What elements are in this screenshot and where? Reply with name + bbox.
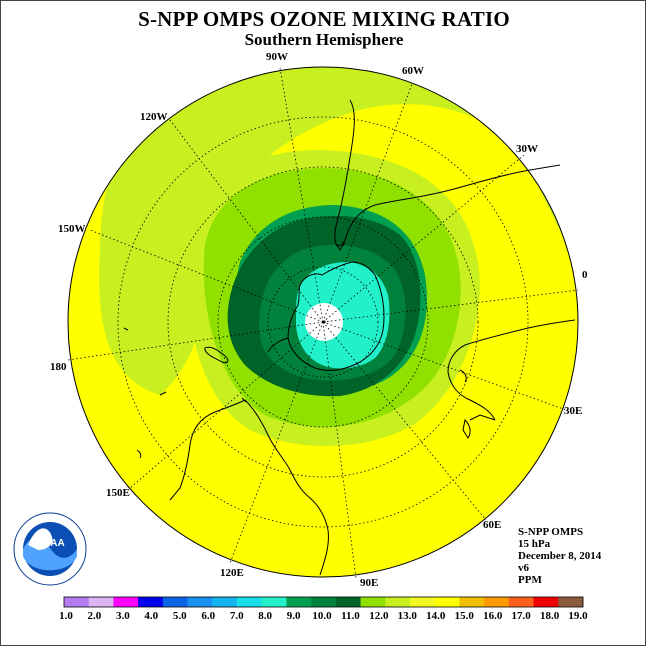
legend-swatch	[459, 597, 485, 607]
lon-label: 120W	[140, 111, 168, 123]
legend-swatch	[508, 597, 534, 607]
color-legend: 1.0 2.0 3.0 4.0 5.0 6.0 7.0 8.0 9.0 10.0 11.0 12.0 1…	[59, 596, 588, 622]
legend-swatch	[558, 597, 584, 607]
lon-label: 60E	[483, 519, 501, 531]
legend-swatch	[88, 597, 114, 607]
band-8	[296, 262, 390, 369]
coastlines	[123, 99, 576, 576]
ozone-field	[68, 67, 578, 577]
legend-swatch	[261, 597, 287, 607]
date-label: December 8, 2014	[518, 550, 602, 562]
legend-tick-label: 7.0	[230, 610, 244, 622]
legend-swatch	[385, 597, 411, 607]
legend-tick-label: 11.0	[341, 610, 360, 622]
noaa-logo: NOAA	[13, 512, 87, 586]
lon-label: 90W	[266, 51, 288, 63]
legend-tick-label: 12.0	[369, 610, 389, 622]
legend-tick-label: 1.0	[59, 610, 73, 622]
map-boundary	[67, 66, 579, 578]
legend-swatch	[113, 597, 139, 607]
legend-swatch	[237, 597, 263, 607]
legend-tick-label: 13.0	[398, 610, 418, 622]
logo-text: NOAA	[35, 538, 64, 549]
page-subtitle: Southern Hemisphere	[244, 30, 404, 49]
lon-label: 150W	[58, 223, 86, 235]
legend-outline	[63, 596, 584, 608]
legend-swatch	[212, 597, 238, 607]
legend-tick-label: 6.0	[201, 610, 215, 622]
instrument-label: S-NPP OMPS	[518, 526, 584, 538]
lon-label: 150E	[106, 487, 130, 499]
longitude-labels: 0 30E 60E 90E 120E 150E 180 150W 120W 90…	[50, 51, 588, 589]
legend-swatch	[64, 597, 90, 607]
version-label: v6	[518, 562, 529, 574]
lon-label: 120E	[220, 567, 244, 579]
legend-swatch	[311, 597, 337, 607]
lon-label: 30E	[564, 405, 582, 417]
legend-swatch	[335, 597, 361, 607]
lon-label: 180	[50, 361, 67, 373]
legend-tick-label: 14.0	[426, 610, 446, 622]
legend-tick-label: 4.0	[144, 610, 158, 622]
legend-tick-label: 2.0	[88, 610, 102, 622]
legend-swatch	[286, 597, 312, 607]
lon-label: 90E	[360, 577, 378, 589]
graticule	[67, 67, 579, 579]
unit-label: PPM	[518, 574, 542, 586]
legend-tick-label: 3.0	[116, 610, 130, 622]
lon-label: 30W	[516, 143, 538, 155]
legend-tick-label: 19.0	[568, 610, 588, 622]
legend-swatch	[187, 597, 213, 607]
legend-tick-label: 16.0	[483, 610, 503, 622]
legend-tick-label: 10.0	[312, 610, 332, 622]
south-pole-dot	[322, 320, 326, 324]
legend-swatch	[533, 597, 559, 607]
legend-swatch	[410, 597, 436, 607]
legend-tick-label: 15.0	[455, 610, 475, 622]
legend-tick-label: 8.0	[258, 610, 272, 622]
legend-tick-label: 9.0	[287, 610, 301, 622]
page-title: S-NPP OMPS OZONE MIXING RATIO	[138, 7, 510, 31]
legend-swatch	[162, 597, 188, 607]
legend-tick-label: 17.0	[511, 610, 531, 622]
legend-swatch	[138, 597, 164, 607]
legend-swatch	[360, 597, 386, 607]
legend-tick-label: 18.0	[540, 610, 560, 622]
legend-swatch	[434, 597, 460, 607]
lon-label: 0	[582, 269, 588, 281]
legend-swatch	[484, 597, 510, 607]
lon-label: 60W	[402, 65, 424, 77]
product-info: S-NPP OMPS 15 hPa December 8, 2014 v6 PP…	[518, 526, 601, 586]
pressure-level: 15 hPa	[518, 538, 551, 550]
legend-tick-label: 5.0	[173, 610, 187, 622]
